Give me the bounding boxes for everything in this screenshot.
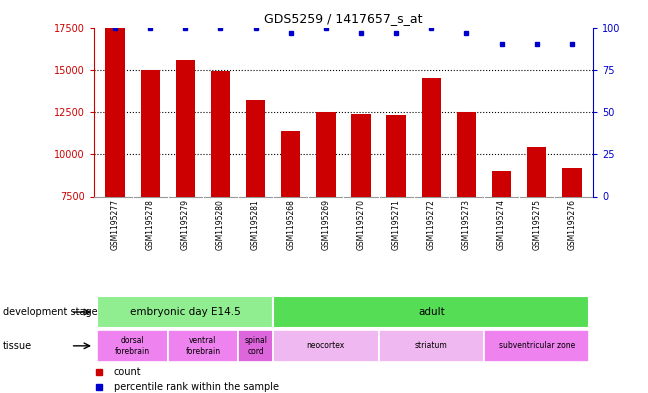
Bar xyxy=(141,70,160,196)
Bar xyxy=(492,171,511,196)
Bar xyxy=(484,330,590,362)
Text: percentile rank within the sample: percentile rank within the sample xyxy=(114,382,279,391)
Text: tissue: tissue xyxy=(3,341,32,351)
Text: development stage: development stage xyxy=(3,307,98,317)
Bar xyxy=(281,130,301,196)
Bar xyxy=(562,168,581,196)
Text: adult: adult xyxy=(418,307,445,317)
Text: spinal
cord: spinal cord xyxy=(244,336,267,356)
Text: embryonic day E14.5: embryonic day E14.5 xyxy=(130,307,240,317)
Bar xyxy=(316,112,336,196)
Bar xyxy=(457,112,476,196)
Bar xyxy=(422,78,441,196)
Bar xyxy=(351,114,371,196)
Bar xyxy=(97,330,168,362)
Bar xyxy=(97,296,273,328)
Bar xyxy=(168,330,238,362)
Text: ventral
forebrain: ventral forebrain xyxy=(185,336,220,356)
Bar xyxy=(176,60,195,196)
Bar xyxy=(527,147,546,196)
Text: striatum: striatum xyxy=(415,342,448,350)
Text: dorsal
forebrain: dorsal forebrain xyxy=(115,336,150,356)
Bar xyxy=(106,28,124,196)
Text: neocortex: neocortex xyxy=(307,342,345,350)
Text: count: count xyxy=(114,367,141,377)
Text: subventricular zone: subventricular zone xyxy=(498,342,575,350)
Bar xyxy=(246,100,265,196)
Bar xyxy=(386,116,406,196)
Bar xyxy=(273,330,378,362)
Bar xyxy=(273,296,590,328)
Bar xyxy=(211,72,230,196)
Bar xyxy=(238,330,273,362)
Bar xyxy=(378,330,484,362)
Title: GDS5259 / 1417657_s_at: GDS5259 / 1417657_s_at xyxy=(264,12,422,25)
